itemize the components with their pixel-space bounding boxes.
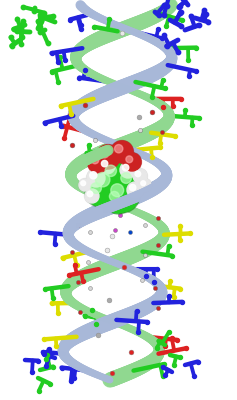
Circle shape (115, 167, 145, 197)
Circle shape (85, 177, 115, 207)
Circle shape (86, 178, 114, 206)
Circle shape (120, 162, 136, 178)
Circle shape (90, 172, 97, 179)
Circle shape (87, 169, 105, 187)
Circle shape (127, 182, 143, 198)
Circle shape (121, 173, 131, 183)
Circle shape (116, 168, 144, 196)
Circle shape (87, 168, 105, 188)
Circle shape (96, 172, 110, 187)
Circle shape (78, 178, 91, 192)
Circle shape (110, 140, 133, 164)
Circle shape (135, 171, 141, 177)
Circle shape (100, 160, 130, 190)
Circle shape (123, 152, 141, 172)
Circle shape (123, 153, 141, 171)
Circle shape (99, 158, 115, 174)
Circle shape (139, 179, 151, 191)
Circle shape (91, 183, 101, 194)
Circle shape (109, 192, 119, 201)
Circle shape (100, 149, 109, 158)
Circle shape (88, 153, 108, 173)
Circle shape (127, 182, 143, 198)
Circle shape (101, 160, 108, 167)
Circle shape (87, 191, 93, 197)
Circle shape (85, 188, 100, 204)
Circle shape (91, 156, 99, 164)
Circle shape (96, 144, 120, 170)
Circle shape (141, 181, 146, 186)
Circle shape (104, 186, 132, 214)
Circle shape (89, 166, 127, 204)
Circle shape (132, 168, 147, 184)
Circle shape (99, 159, 131, 191)
Circle shape (105, 165, 117, 176)
Circle shape (133, 169, 147, 183)
Circle shape (87, 152, 109, 174)
Circle shape (105, 178, 139, 212)
Circle shape (104, 177, 140, 213)
Circle shape (126, 156, 133, 163)
Circle shape (81, 181, 86, 186)
Circle shape (111, 184, 124, 197)
Circle shape (119, 162, 137, 178)
Circle shape (122, 164, 129, 171)
Circle shape (129, 184, 136, 191)
Circle shape (99, 158, 115, 174)
Circle shape (114, 144, 123, 153)
Circle shape (138, 178, 151, 192)
Circle shape (96, 145, 120, 169)
Circle shape (85, 189, 99, 203)
Circle shape (79, 179, 91, 191)
Circle shape (105, 187, 131, 213)
Circle shape (111, 141, 133, 163)
Circle shape (88, 165, 128, 205)
